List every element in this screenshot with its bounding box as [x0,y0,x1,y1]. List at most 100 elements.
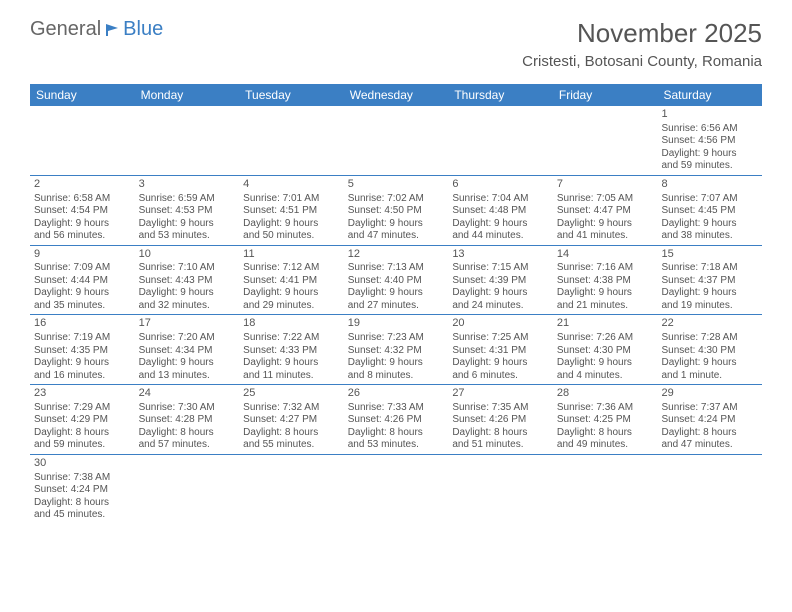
day-info-line: Sunrise: 7:18 AM [661,262,758,275]
day-info-line: and 11 minutes. [243,370,340,383]
calendar-week: 23Sunrise: 7:29 AMSunset: 4:29 PMDayligh… [30,385,762,455]
day-info-line: Daylight: 8 hours [243,427,340,440]
day-number: 27 [452,387,549,401]
day-number: 29 [661,387,758,401]
day-info-line: Sunset: 4:34 PM [139,345,236,358]
day-info-line: and 35 minutes. [34,300,131,313]
calendar-cell: 15Sunrise: 7:18 AMSunset: 4:37 PMDayligh… [657,246,762,315]
day-number: 5 [348,178,445,192]
day-info-line: Daylight: 8 hours [452,427,549,440]
calendar-cell: 11Sunrise: 7:12 AMSunset: 4:41 PMDayligh… [239,246,344,315]
day-info-line: Daylight: 9 hours [139,218,236,231]
day-info-line: Sunrise: 7:25 AM [452,332,549,345]
logo-text-general: General [30,18,101,41]
day-number: 10 [139,248,236,262]
day-info-line: Daylight: 9 hours [661,148,758,161]
calendar-cell: 23Sunrise: 7:29 AMSunset: 4:29 PMDayligh… [30,385,135,454]
day-info-line: Sunrise: 7:09 AM [34,262,131,275]
day-info-line: Daylight: 9 hours [452,218,549,231]
calendar-cell [448,455,553,524]
header: General Blue November 2025 Cristesti, Bo… [0,0,792,76]
day-info-line: Daylight: 9 hours [34,287,131,300]
day-info-line: Sunset: 4:24 PM [661,414,758,427]
day-info-line: and 32 minutes. [139,300,236,313]
calendar-cell: 9Sunrise: 7:09 AMSunset: 4:44 PMDaylight… [30,246,135,315]
calendar-cell: 14Sunrise: 7:16 AMSunset: 4:38 PMDayligh… [553,246,658,315]
day-info-line: and 59 minutes. [34,439,131,452]
day-number: 15 [661,248,758,262]
calendar-cell: 29Sunrise: 7:37 AMSunset: 4:24 PMDayligh… [657,385,762,454]
day-info-line: Daylight: 9 hours [557,287,654,300]
day-info-line: Daylight: 9 hours [243,218,340,231]
day-info-line: Daylight: 8 hours [34,427,131,440]
day-info-line: Daylight: 8 hours [348,427,445,440]
day-number: 6 [452,178,549,192]
calendar-cell [553,455,658,524]
day-info-line: and 44 minutes. [452,230,549,243]
day-info-line: and 19 minutes. [661,300,758,313]
calendar-cell: 30Sunrise: 7:38 AMSunset: 4:24 PMDayligh… [30,455,135,524]
day-info-line: Sunset: 4:35 PM [34,345,131,358]
day-info-line: and 6 minutes. [452,370,549,383]
day-header: Sunday [30,84,135,106]
calendar-cell: 2Sunrise: 6:58 AMSunset: 4:54 PMDaylight… [30,176,135,245]
day-number: 3 [139,178,236,192]
logo-flag-icon [104,22,122,38]
calendar-cell: 28Sunrise: 7:36 AMSunset: 4:25 PMDayligh… [553,385,658,454]
day-info-line: Sunset: 4:29 PM [34,414,131,427]
day-number: 17 [139,317,236,331]
day-info-line: Sunset: 4:43 PM [139,275,236,288]
day-info-line: Daylight: 9 hours [661,357,758,370]
day-number: 25 [243,387,340,401]
day-info-line: Sunset: 4:38 PM [557,275,654,288]
day-info-line: Daylight: 9 hours [557,218,654,231]
day-header: Tuesday [239,84,344,106]
day-info-line: Sunrise: 7:04 AM [452,193,549,206]
day-header: Wednesday [344,84,449,106]
calendar-week: 30Sunrise: 7:38 AMSunset: 4:24 PMDayligh… [30,455,762,524]
calendar-week: 9Sunrise: 7:09 AMSunset: 4:44 PMDaylight… [30,246,762,316]
day-info-line: Daylight: 9 hours [452,357,549,370]
day-info-line: Sunset: 4:41 PM [243,275,340,288]
day-info-line: Daylight: 8 hours [139,427,236,440]
day-info-line: Sunrise: 7:19 AM [34,332,131,345]
calendar-cell [239,106,344,175]
day-info-line: Sunset: 4:33 PM [243,345,340,358]
calendar-cell [30,106,135,175]
day-number: 24 [139,387,236,401]
calendar-cell: 20Sunrise: 7:25 AMSunset: 4:31 PMDayligh… [448,315,553,384]
calendar-cell [239,455,344,524]
day-info-line: Sunrise: 7:32 AM [243,402,340,415]
day-number: 14 [557,248,654,262]
day-info-line: and 55 minutes. [243,439,340,452]
day-info-line: Sunset: 4:51 PM [243,205,340,218]
day-info-line: Sunset: 4:30 PM [557,345,654,358]
day-header: Saturday [657,84,762,106]
day-info-line: Daylight: 9 hours [348,218,445,231]
day-info-line: and 21 minutes. [557,300,654,313]
day-number: 28 [557,387,654,401]
day-number: 13 [452,248,549,262]
calendar-cell: 27Sunrise: 7:35 AMSunset: 4:26 PMDayligh… [448,385,553,454]
day-info-line: Sunrise: 7:29 AM [34,402,131,415]
calendar-cell: 16Sunrise: 7:19 AMSunset: 4:35 PMDayligh… [30,315,135,384]
day-info-line: Sunset: 4:45 PM [661,205,758,218]
calendar-cell [553,106,658,175]
day-info-line: Daylight: 9 hours [348,287,445,300]
day-info-line: and 56 minutes. [34,230,131,243]
calendar-header-row: Sunday Monday Tuesday Wednesday Thursday… [30,84,762,106]
day-info-line: Sunset: 4:30 PM [661,345,758,358]
day-info-line: Daylight: 9 hours [452,287,549,300]
calendar-cell: 13Sunrise: 7:15 AMSunset: 4:39 PMDayligh… [448,246,553,315]
calendar-cell [344,106,449,175]
page-title: November 2025 [522,18,762,49]
day-info-line: and 57 minutes. [139,439,236,452]
day-info-line: and 59 minutes. [661,160,758,173]
day-info-line: Sunrise: 7:01 AM [243,193,340,206]
day-info-line: Sunrise: 7:36 AM [557,402,654,415]
day-info-line: and 51 minutes. [452,439,549,452]
calendar-cell: 1Sunrise: 6:56 AMSunset: 4:56 PMDaylight… [657,106,762,175]
calendar-cell: 4Sunrise: 7:01 AMSunset: 4:51 PMDaylight… [239,176,344,245]
day-info-line: and 45 minutes. [34,509,131,522]
day-info-line: Sunrise: 7:05 AM [557,193,654,206]
